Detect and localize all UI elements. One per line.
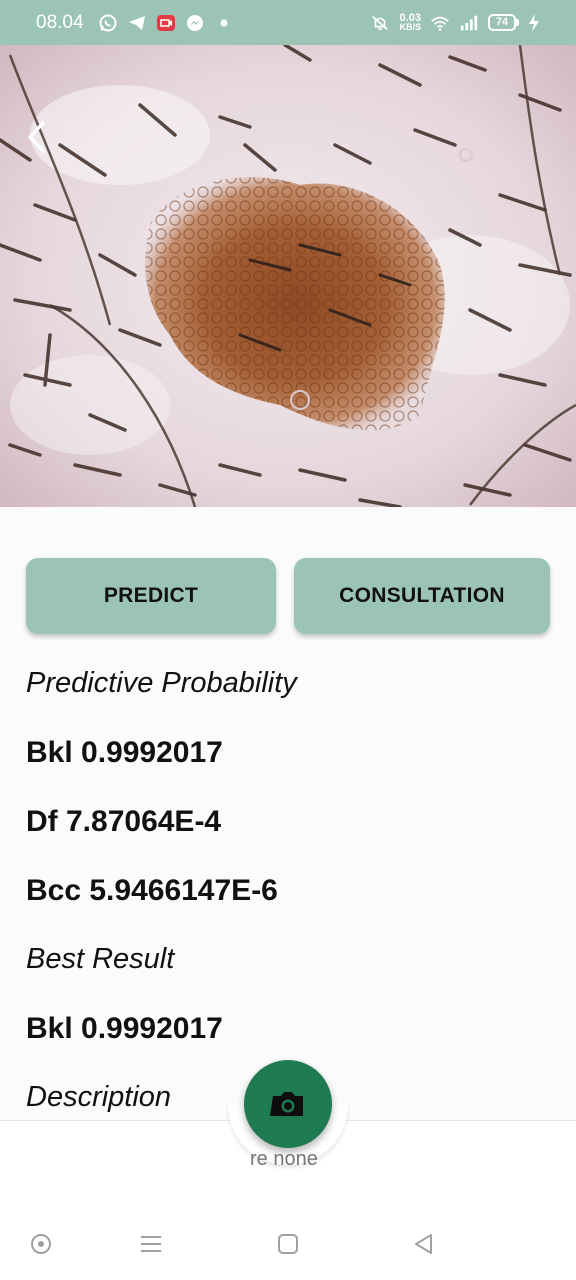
mute-icon bbox=[370, 13, 390, 33]
menu-button[interactable] bbox=[137, 1230, 165, 1258]
camera-button[interactable] bbox=[244, 1060, 332, 1148]
network-speed-unit: KB/S bbox=[399, 21, 421, 32]
best-result-label: Best Result bbox=[26, 943, 175, 975]
best-result-value: Bkl 0.9992017 bbox=[26, 1012, 223, 1045]
chevron-left-icon bbox=[28, 121, 45, 153]
status-time: 08.04 bbox=[36, 11, 84, 33]
system-icons: 0.03 KB/S 74 bbox=[370, 11, 540, 33]
signal-icon bbox=[459, 13, 479, 33]
network-speed: 0.03 KB/S bbox=[399, 11, 421, 32]
whatsapp-icon bbox=[98, 13, 118, 33]
predict-button[interactable]: PREDICT bbox=[26, 558, 276, 634]
consultation-button[interactable]: CONSULTATION bbox=[294, 558, 550, 634]
back-button[interactable] bbox=[20, 117, 52, 157]
results-panel[interactable]: PREDICT CONSULTATION Predictive Probabil… bbox=[0, 507, 576, 1120]
home-button[interactable] bbox=[274, 1230, 302, 1258]
camera-icon bbox=[270, 1092, 303, 1116]
menu-icon bbox=[141, 1236, 161, 1252]
assistant-button[interactable] bbox=[27, 1230, 55, 1258]
system-navigation bbox=[0, 1216, 576, 1272]
recorder-icon bbox=[156, 13, 176, 33]
status-bar: 08.04 0.03 KB/S 74 bbox=[0, 0, 576, 45]
lesion-image bbox=[0, 45, 576, 507]
home-square-icon bbox=[278, 1234, 298, 1254]
probability-bkl: Bkl 0.9992017 bbox=[26, 736, 223, 769]
network-speed-value: 0.03 bbox=[399, 11, 421, 24]
description-label: Description bbox=[26, 1081, 172, 1113]
action-buttons: PREDICT CONSULTATION bbox=[26, 558, 550, 634]
telegram-icon bbox=[127, 13, 147, 33]
probability-df: Df 7.87064E-4 bbox=[26, 805, 222, 838]
notification-icons bbox=[98, 13, 234, 33]
back-nav-button[interactable] bbox=[410, 1230, 438, 1258]
charging-icon bbox=[528, 13, 540, 33]
back-triangle-icon bbox=[415, 1234, 432, 1254]
lesion-image-graphic bbox=[0, 45, 576, 507]
probability-bcc: Bcc 5.9466147E-6 bbox=[26, 874, 278, 907]
description-text: re none bbox=[250, 1148, 318, 1170]
assistant-icon bbox=[31, 1234, 51, 1254]
wifi-icon bbox=[430, 13, 450, 33]
messenger-icon bbox=[185, 13, 205, 33]
dot-icon bbox=[214, 13, 234, 33]
battery-icon: 74 bbox=[488, 14, 519, 31]
predictive-probability-label: Predictive Probability bbox=[26, 667, 297, 699]
battery-level: 74 bbox=[488, 14, 516, 31]
